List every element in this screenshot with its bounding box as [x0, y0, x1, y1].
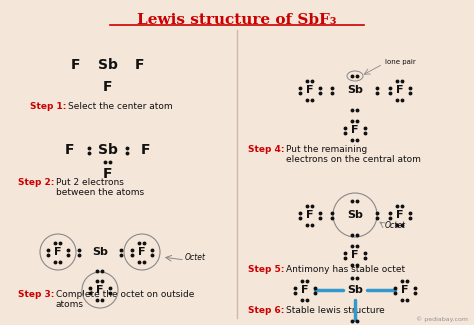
- Text: Step 4:: Step 4:: [248, 145, 284, 154]
- Text: Sb: Sb: [98, 143, 118, 157]
- Text: Antimony has stable octet: Antimony has stable octet: [286, 265, 405, 274]
- Text: F: F: [138, 247, 146, 257]
- Text: Sb: Sb: [347, 285, 363, 295]
- Text: F: F: [351, 250, 359, 260]
- Text: F: F: [96, 285, 104, 295]
- Text: F: F: [301, 285, 309, 295]
- Text: F: F: [141, 143, 151, 157]
- Text: F: F: [401, 285, 409, 295]
- Text: Step 6:: Step 6:: [248, 306, 284, 315]
- Text: F: F: [351, 125, 359, 135]
- Text: Select the center atom: Select the center atom: [68, 102, 173, 111]
- Text: Step 3:: Step 3:: [18, 290, 55, 299]
- Text: F: F: [54, 247, 62, 257]
- Text: F: F: [65, 143, 75, 157]
- Text: Complete the octet on outside
atoms: Complete the octet on outside atoms: [56, 290, 194, 309]
- Text: Put the remaining
electrons on the central atom: Put the remaining electrons on the centr…: [286, 145, 421, 164]
- Text: Lewis structure of SbF₃: Lewis structure of SbF₃: [137, 13, 337, 27]
- Text: Step 2:: Step 2:: [18, 178, 55, 187]
- Text: © pediabay.com: © pediabay.com: [416, 316, 468, 322]
- Text: Octet: Octet: [185, 254, 206, 263]
- Text: F: F: [71, 58, 81, 72]
- Text: lone pair: lone pair: [385, 59, 416, 65]
- Text: F: F: [103, 167, 113, 181]
- Text: Sb: Sb: [347, 210, 363, 220]
- Text: Step 5:: Step 5:: [248, 265, 284, 274]
- Text: F: F: [396, 210, 404, 220]
- Text: Stable lewis structure: Stable lewis structure: [286, 306, 385, 315]
- Text: Sb: Sb: [92, 247, 108, 257]
- Text: F: F: [135, 58, 145, 72]
- Text: Step 1:: Step 1:: [30, 102, 66, 111]
- Text: F: F: [103, 80, 113, 94]
- Text: Octet: Octet: [385, 220, 406, 229]
- Text: F: F: [306, 85, 314, 95]
- Text: Sb: Sb: [347, 85, 363, 95]
- Text: F: F: [306, 210, 314, 220]
- Text: Put 2 electrons
between the atoms: Put 2 electrons between the atoms: [56, 178, 144, 197]
- Text: Sb: Sb: [98, 58, 118, 72]
- Text: F: F: [396, 85, 404, 95]
